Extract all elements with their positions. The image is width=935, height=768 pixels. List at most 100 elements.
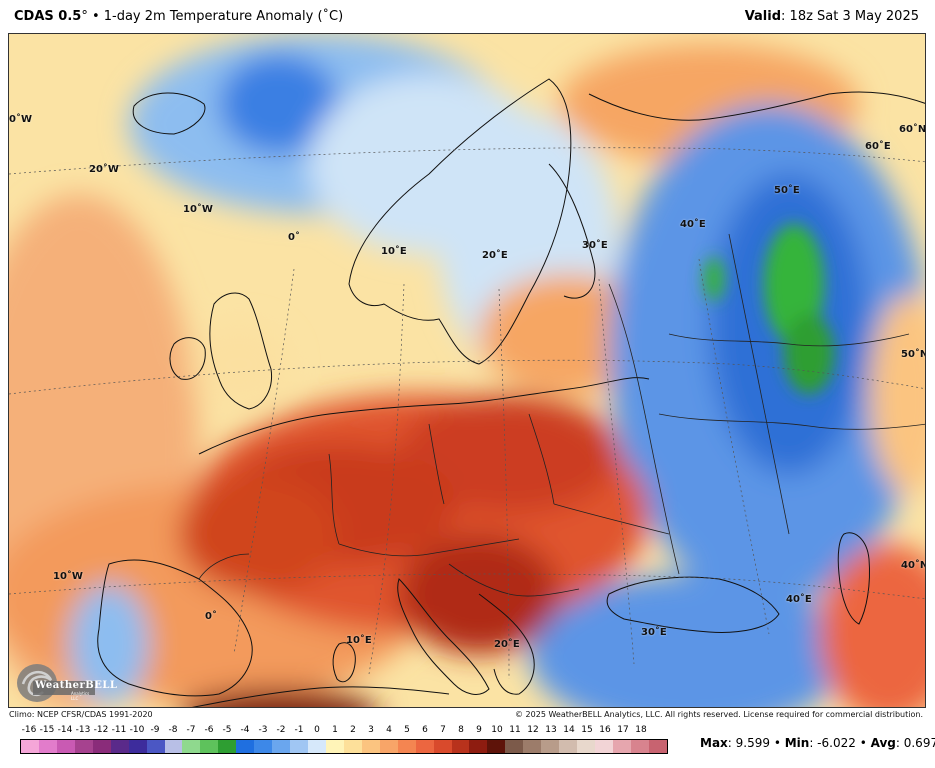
colorbar-cell xyxy=(146,740,165,753)
colorbar-tick: 2 xyxy=(350,725,356,735)
colorbar-cell xyxy=(272,740,291,753)
warm-region-poland xyxy=(399,394,619,514)
colorbar-cell xyxy=(523,740,542,753)
colorbar-cell xyxy=(469,740,488,753)
colorbar-cell xyxy=(451,740,470,753)
colorbar-tick: 13 xyxy=(545,725,557,735)
logo-swirl xyxy=(17,664,95,702)
colorbar-cell xyxy=(361,740,380,753)
colorbar-tick: 17 xyxy=(617,725,629,735)
coastline-italy xyxy=(397,578,490,695)
colorbar-tick: 10 xyxy=(491,725,503,735)
max-label: Max xyxy=(700,736,728,750)
valid-label: Valid xyxy=(744,9,782,24)
coastline-caspian xyxy=(837,532,870,625)
degree-mark: ° xyxy=(81,9,88,24)
border-balkans xyxy=(448,563,580,597)
graticule-lat-50n xyxy=(9,359,925,395)
lon-label-50e: 50˚E xyxy=(774,185,800,196)
colorbar-cell xyxy=(21,740,39,753)
lon-label-20e-bottom: 20˚E xyxy=(494,639,520,650)
copyright-note: © 2025 WeatherBELL Analytics, LLC. All r… xyxy=(515,710,923,719)
colorbar-tick: 6 xyxy=(422,725,428,735)
colorbar-tick: -1 xyxy=(294,725,304,735)
colorbar-tick: -4 xyxy=(240,725,250,735)
graticule-lat-60n xyxy=(9,147,925,175)
climatology-note: Climo: NCEP CFSR/CDAS 1991-2020 xyxy=(9,710,153,719)
border-russia-oblast-3 xyxy=(728,233,790,535)
coastline-ireland xyxy=(169,337,206,380)
colorbar-tick: -16 xyxy=(21,725,37,735)
min-value: : -6.022 xyxy=(809,736,856,750)
colorbar-cell xyxy=(128,740,147,753)
coastline-british-isles xyxy=(209,292,273,410)
colorbar-cell xyxy=(200,740,219,753)
colorbar-cell xyxy=(92,740,111,753)
colorbar-cell xyxy=(397,740,416,753)
colorbar-tick: -13 xyxy=(75,725,91,735)
colorbar-tick: -15 xyxy=(39,725,55,735)
graticule-lon-30e xyxy=(598,278,635,665)
colorbar-cell xyxy=(325,740,344,753)
weatherbell-logo: WeatherBELL Analytics LLC xyxy=(13,658,117,707)
stats-separator-1: • xyxy=(770,736,785,750)
lon-label-10w-bottom: 10˚W xyxy=(53,571,83,582)
colorbar-cell xyxy=(182,740,201,753)
colorbar-tick: -11 xyxy=(111,725,127,735)
colorbar-tick: 8 xyxy=(458,725,464,735)
colorbar-tick: -6 xyxy=(204,725,214,735)
border-germany-poland xyxy=(428,423,445,505)
colorbar-tick: 11 xyxy=(509,725,521,735)
warm-region-france xyxy=(179,474,339,594)
border-russia-west xyxy=(608,283,680,575)
colorbar-tick: 5 xyxy=(404,725,410,735)
lat-label-60n: 60˚N xyxy=(899,124,926,135)
coastline-north-africa xyxy=(191,686,450,707)
lon-label-30e: 30˚E xyxy=(582,240,608,251)
colorbar-cell xyxy=(379,740,398,753)
coastline-iceland xyxy=(132,92,206,135)
colorbar-cell xyxy=(630,740,649,753)
colorbar-tick: -8 xyxy=(168,725,178,735)
colorbar-tick: 12 xyxy=(527,725,539,735)
colorbar-cell xyxy=(559,740,578,753)
colorbar-tick: -3 xyxy=(258,725,268,735)
colorbar-tick: -10 xyxy=(129,725,145,735)
lon-label-40e: 40˚E xyxy=(680,219,706,230)
warm-region-kazakhstan xyxy=(869,294,925,494)
colorbar-cell xyxy=(541,740,560,753)
cool-region-iberia xyxy=(69,584,149,704)
border-iberia xyxy=(198,553,250,580)
border-ukraine xyxy=(553,503,670,535)
colorbar-tick: -12 xyxy=(93,725,109,735)
lat-label-50n: 50˚N xyxy=(901,349,926,360)
graticule-lon-40e xyxy=(698,258,770,635)
border-france-germany xyxy=(328,453,340,545)
coastline-arctic xyxy=(588,91,925,121)
colorbar-tick: -7 xyxy=(186,725,196,735)
title-bar: CDAS 0.5° • 1-day 2m Temperature Anomaly… xyxy=(0,0,935,32)
lat-label-40n: 40˚N xyxy=(901,560,926,571)
colorbar-cell xyxy=(433,740,452,753)
coastline-continental-europe xyxy=(97,377,650,697)
lon-label-20e: 20˚E xyxy=(482,250,508,261)
border-poland-belarus xyxy=(528,413,555,505)
colorbar-cell xyxy=(38,740,57,753)
colorbar-cell xyxy=(290,740,308,753)
anomaly-field xyxy=(9,34,925,707)
border-alps xyxy=(338,538,520,557)
graticule-lon-0 xyxy=(233,268,295,655)
colorbar-cell xyxy=(164,740,183,753)
colorbar-tick: 9 xyxy=(476,725,482,735)
colorbar-cell xyxy=(110,740,129,753)
colorbar-cell xyxy=(505,740,524,753)
colorbar-tick: -9 xyxy=(150,725,160,735)
map-title: CDAS 0.5° • 1-day 2m Temperature Anomaly… xyxy=(14,9,343,24)
coastline-black-sea xyxy=(606,576,780,633)
lon-label-0w: 0˚W xyxy=(9,114,32,125)
country-borders xyxy=(198,233,925,597)
coastlines xyxy=(97,78,925,707)
product-name: 1-day 2m Temperature Anomaly (˚C) xyxy=(103,9,344,24)
avg-label: Avg xyxy=(870,736,896,750)
coastline-finland xyxy=(548,163,596,299)
